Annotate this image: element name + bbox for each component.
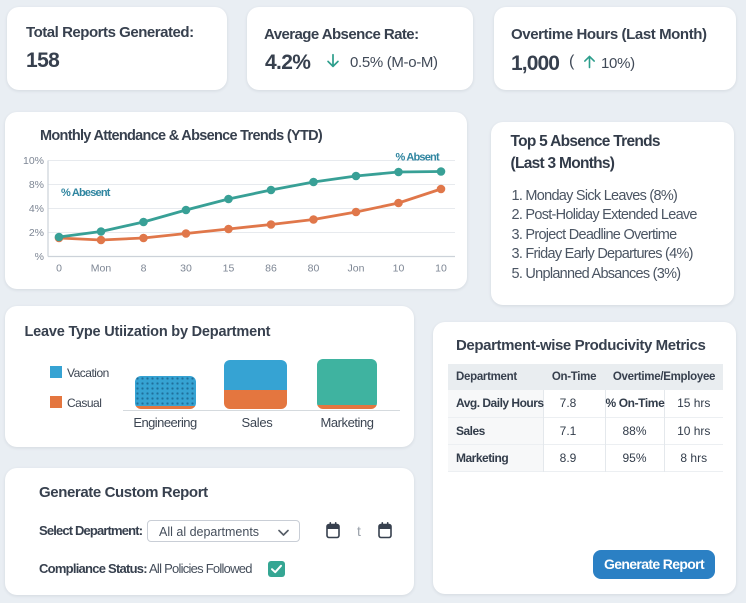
svg-text:30: 30 [180,263,192,275]
svg-text:86: 86 [265,263,277,275]
svg-text:15: 15 [223,263,235,275]
svg-text:2%: 2% [29,227,44,239]
svg-text:80: 80 [308,263,320,275]
svg-text:% Absent: % Absent [396,152,440,164]
svg-text:Jon: Jon [348,263,365,275]
svg-text:10: 10 [393,263,405,275]
svg-text:8%: 8% [29,179,44,191]
svg-text:Mon: Mon [91,263,112,275]
svg-text:0: 0 [56,263,62,275]
svg-text:% Abesent: % Abesent [61,187,111,199]
svg-text:10: 10 [435,263,447,275]
svg-text:8: 8 [141,263,147,275]
svg-text:4%: 4% [29,203,44,215]
svg-text:10%: 10% [23,155,44,167]
svg-text:%: % [35,251,44,263]
